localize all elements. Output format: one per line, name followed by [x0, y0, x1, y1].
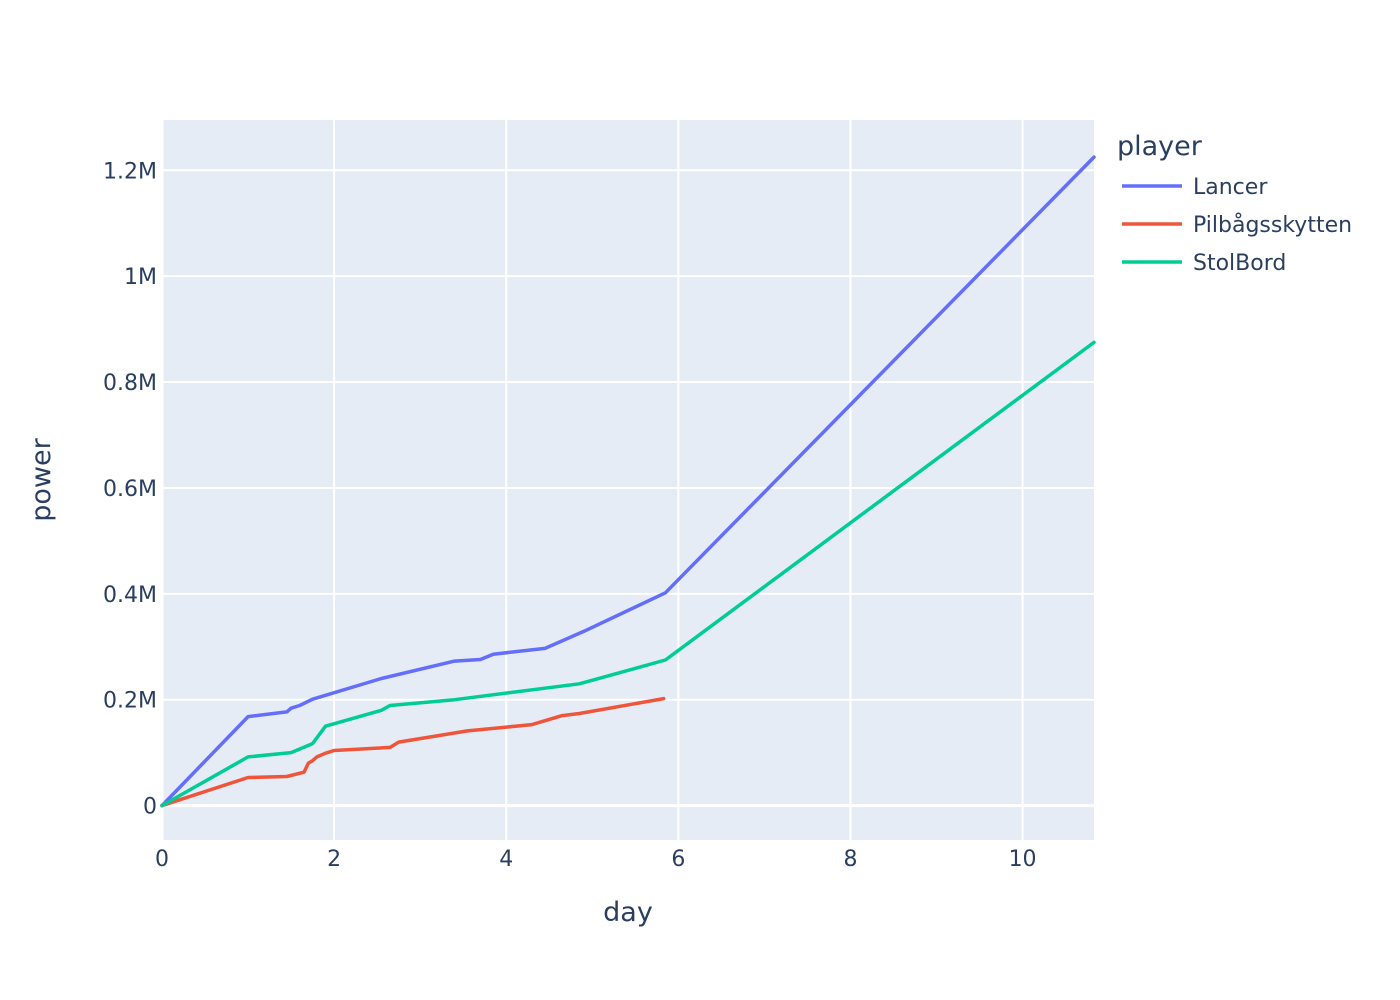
legend-label-lancer[interactable]: Lancer: [1193, 175, 1268, 200]
legend: player Lancer Pilbågsskytten StolBord: [1117, 131, 1352, 276]
y-tick-label: 1.2M: [103, 159, 157, 184]
series-line-stolbord: [160, 340, 1096, 808]
y-tick-label: 0.8M: [103, 371, 157, 396]
y-tick-label: 0: [143, 795, 157, 820]
y-gridlines: [162, 169, 1094, 701]
y-tick-label: 0.6M: [103, 477, 157, 502]
x-tick-label: 10: [1009, 847, 1037, 872]
x-tick-label: 8: [843, 847, 857, 872]
series-line-pilbågsskytten: [160, 696, 666, 808]
series-line-lancer: [160, 155, 1096, 808]
x-gridlines: [333, 120, 1024, 840]
y-tick-label: 1M: [124, 265, 157, 290]
legend-label-stolbord[interactable]: StolBord: [1193, 251, 1286, 276]
x-tick-label: 0: [155, 847, 169, 872]
plot-background: [162, 120, 1094, 840]
x-tick-label: 4: [499, 847, 513, 872]
x-axis-title: day: [603, 897, 653, 928]
legend-title: player: [1117, 131, 1203, 162]
series-lines: [160, 155, 1096, 808]
y-axis-title: power: [26, 437, 57, 521]
y-tick-labels: 0 0.2M 0.4M 0.6M 0.8M 1M 1.2M: [103, 159, 157, 819]
y-tick-label: 0.4M: [103, 583, 157, 608]
legend-label-pilbågsskytten[interactable]: Pilbågsskytten: [1193, 212, 1352, 238]
x-tick-label: 6: [671, 847, 685, 872]
x-tick-labels: 0 2 4 6 8 10: [155, 847, 1037, 872]
zero-lines: [160, 120, 1094, 840]
y-tick-label: 0.2M: [103, 689, 157, 714]
x-tick-label: 2: [327, 847, 341, 872]
